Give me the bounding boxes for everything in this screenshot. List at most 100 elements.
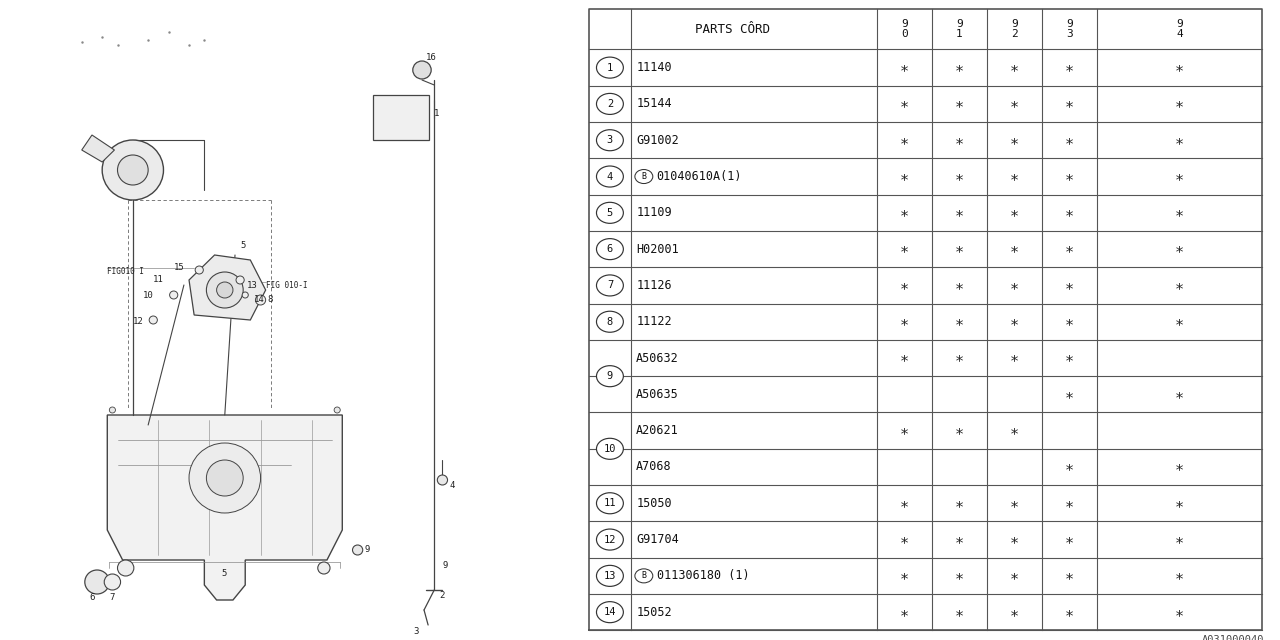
Text: 10: 10 xyxy=(604,444,616,454)
Polygon shape xyxy=(189,255,266,320)
Text: 11140: 11140 xyxy=(636,61,672,74)
Text: 0: 0 xyxy=(901,29,908,40)
Circle shape xyxy=(596,93,623,115)
Text: A50635: A50635 xyxy=(636,388,678,401)
Text: ∗: ∗ xyxy=(1010,60,1019,75)
Text: ∗: ∗ xyxy=(1175,169,1184,184)
Text: 11126: 11126 xyxy=(636,279,672,292)
Text: ∗: ∗ xyxy=(955,278,964,293)
Circle shape xyxy=(635,170,653,184)
Circle shape xyxy=(596,239,623,260)
Circle shape xyxy=(596,565,623,586)
Text: ∗: ∗ xyxy=(1010,568,1019,584)
Text: 1: 1 xyxy=(434,109,439,118)
Text: 13: 13 xyxy=(247,280,259,289)
Text: ∗: ∗ xyxy=(955,568,964,584)
Text: ∗: ∗ xyxy=(1065,387,1074,402)
Text: ∗: ∗ xyxy=(1175,460,1184,474)
Text: 7: 7 xyxy=(607,280,613,291)
Text: 11122: 11122 xyxy=(636,316,672,328)
Text: ∗: ∗ xyxy=(1175,568,1184,584)
Circle shape xyxy=(438,475,448,485)
Text: ∗: ∗ xyxy=(900,423,909,438)
Circle shape xyxy=(596,130,623,151)
Text: ∗: ∗ xyxy=(955,242,964,257)
Text: ∗: ∗ xyxy=(1010,205,1019,220)
Circle shape xyxy=(102,140,164,200)
Text: ∗: ∗ xyxy=(955,60,964,75)
Circle shape xyxy=(256,295,266,305)
Text: ∗: ∗ xyxy=(1175,132,1184,148)
Circle shape xyxy=(195,266,204,274)
Circle shape xyxy=(236,276,244,284)
Text: 9: 9 xyxy=(365,545,370,554)
Text: ∗: ∗ xyxy=(1175,605,1184,620)
Circle shape xyxy=(118,560,134,576)
Text: ∗: ∗ xyxy=(1065,169,1074,184)
Text: 16: 16 xyxy=(426,52,436,61)
Circle shape xyxy=(352,545,362,555)
Circle shape xyxy=(596,529,623,550)
Circle shape xyxy=(109,407,115,413)
Text: 14: 14 xyxy=(253,296,264,305)
Text: ∗: ∗ xyxy=(1065,460,1074,474)
Text: ∗: ∗ xyxy=(1065,132,1074,148)
Text: ∗: ∗ xyxy=(1175,496,1184,511)
Text: ∗: ∗ xyxy=(1010,132,1019,148)
Text: G91002: G91002 xyxy=(636,134,678,147)
Circle shape xyxy=(206,460,243,496)
Circle shape xyxy=(242,292,248,298)
Text: ∗: ∗ xyxy=(1175,242,1184,257)
Circle shape xyxy=(118,155,148,185)
Text: PARTS CÔRD: PARTS CÔRD xyxy=(695,23,771,36)
Text: ∗: ∗ xyxy=(1175,60,1184,75)
Circle shape xyxy=(596,602,623,623)
Text: ∗: ∗ xyxy=(1010,169,1019,184)
Text: ∗: ∗ xyxy=(900,278,909,293)
Circle shape xyxy=(596,166,623,187)
Text: 2: 2 xyxy=(439,591,444,600)
Text: 5: 5 xyxy=(607,208,613,218)
Text: ∗: ∗ xyxy=(955,97,964,111)
Circle shape xyxy=(104,574,120,590)
Circle shape xyxy=(189,443,261,513)
Text: 2: 2 xyxy=(1011,29,1018,40)
Text: 11109: 11109 xyxy=(636,206,672,220)
Text: A031000040: A031000040 xyxy=(1202,636,1265,640)
Text: 9: 9 xyxy=(443,561,448,570)
Text: 1: 1 xyxy=(956,29,963,40)
Circle shape xyxy=(596,202,623,223)
Text: 5: 5 xyxy=(241,241,246,250)
Text: ∗: ∗ xyxy=(1065,605,1074,620)
Circle shape xyxy=(596,57,623,78)
Text: ∗: ∗ xyxy=(1065,242,1074,257)
Text: 3: 3 xyxy=(607,135,613,145)
Text: A50632: A50632 xyxy=(636,351,678,365)
Text: ∗: ∗ xyxy=(1010,314,1019,329)
Circle shape xyxy=(334,407,340,413)
Circle shape xyxy=(412,61,431,79)
Text: ∗: ∗ xyxy=(955,205,964,220)
Text: 7: 7 xyxy=(109,593,115,602)
Text: 6: 6 xyxy=(88,593,95,602)
Text: H02001: H02001 xyxy=(636,243,678,255)
Circle shape xyxy=(596,275,623,296)
Text: ∗: ∗ xyxy=(1010,605,1019,620)
Circle shape xyxy=(635,569,653,583)
Text: ∗: ∗ xyxy=(900,60,909,75)
Text: 8: 8 xyxy=(607,317,613,327)
Text: ∗: ∗ xyxy=(1065,97,1074,111)
Circle shape xyxy=(216,282,233,298)
Text: ∗: ∗ xyxy=(1065,568,1074,584)
Text: ∗: ∗ xyxy=(900,568,909,584)
Circle shape xyxy=(596,365,623,387)
Text: ∗: ∗ xyxy=(1175,532,1184,547)
Text: 11: 11 xyxy=(604,499,616,508)
Text: ∗: ∗ xyxy=(1065,496,1074,511)
Text: 4: 4 xyxy=(449,481,454,490)
Text: ∗: ∗ xyxy=(955,532,964,547)
Circle shape xyxy=(206,272,243,308)
Text: 5: 5 xyxy=(221,570,227,579)
Text: 11: 11 xyxy=(154,275,164,285)
Text: 15144: 15144 xyxy=(636,97,672,111)
